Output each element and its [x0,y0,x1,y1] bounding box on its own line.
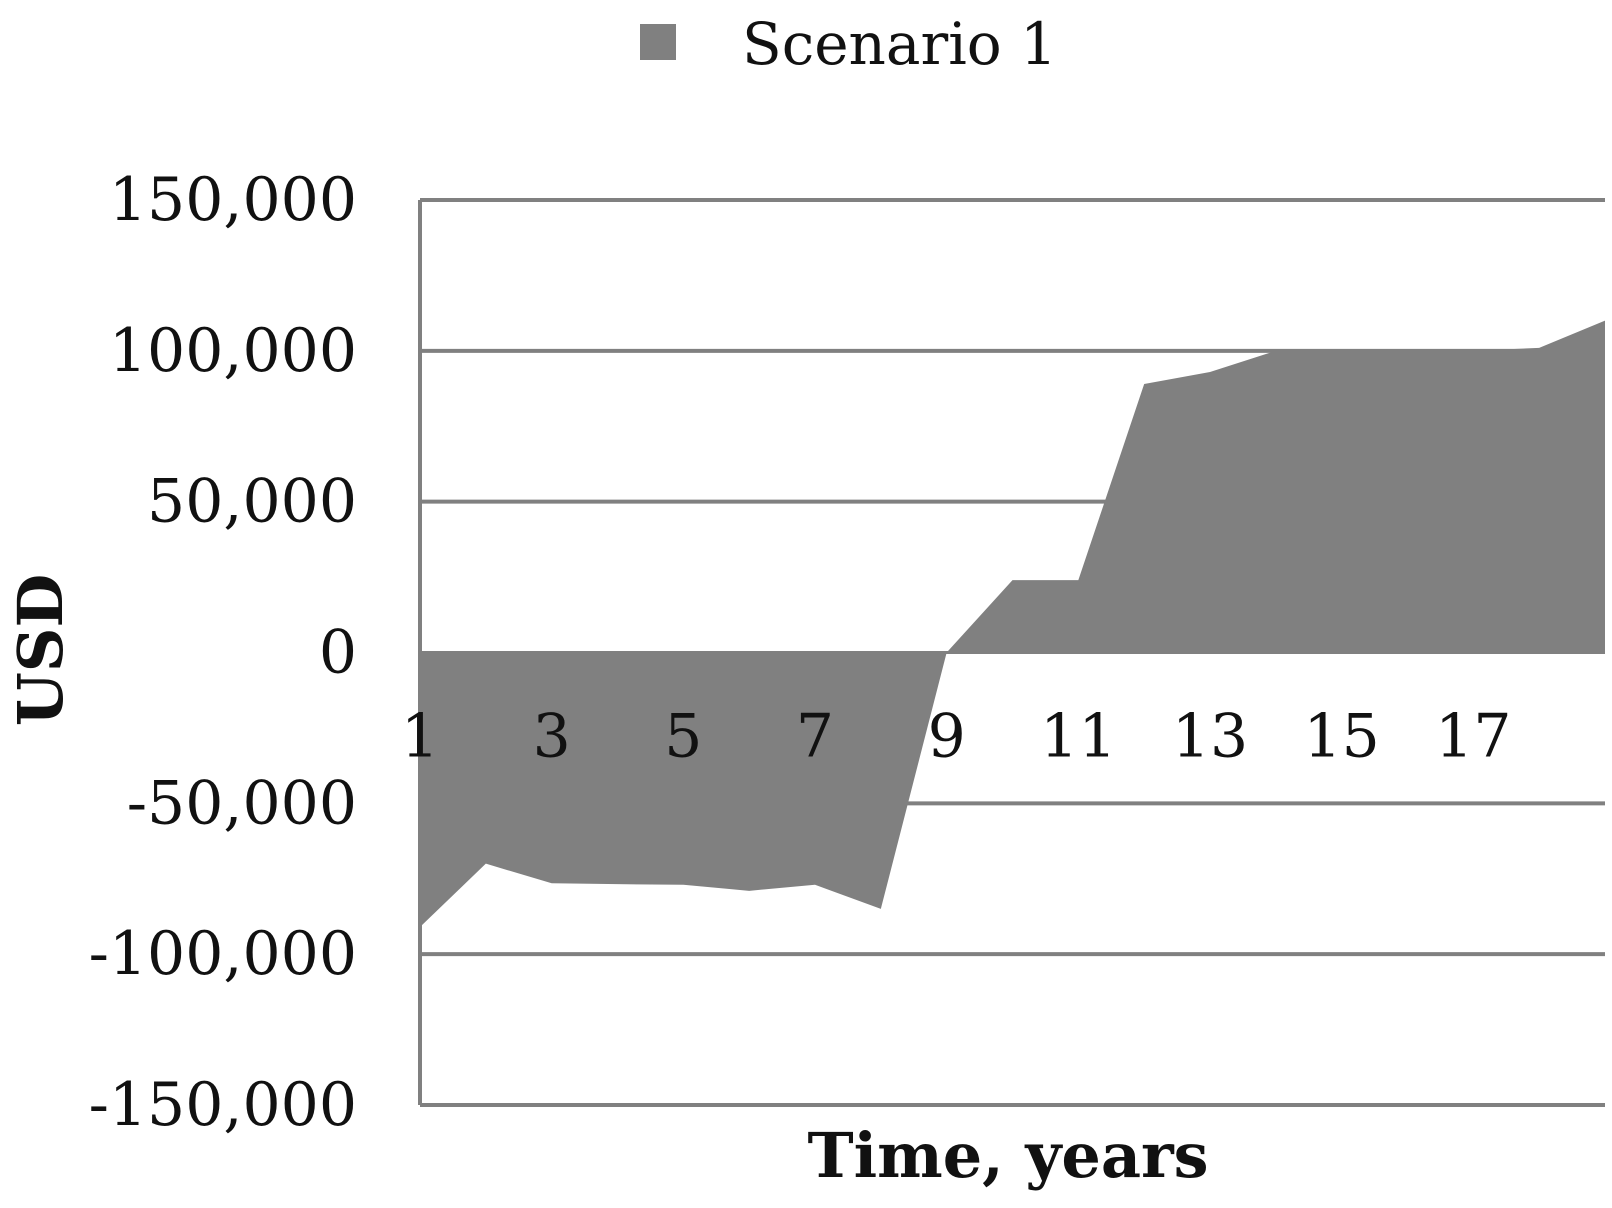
y-tick-label: 100,000 [109,316,357,386]
x-tick-label: 9 [928,702,966,772]
y-tick-label: 150,000 [109,165,357,235]
x-tick-label: 5 [664,702,702,772]
y-tick-label: -150,000 [89,1070,357,1140]
legend: Scenario 1 [640,10,1057,78]
x-tick-label: 7 [796,702,834,772]
x-tick-label: 1 [401,702,439,772]
area-series [420,320,1605,928]
x-axis-title: Time, years [807,1119,1208,1192]
y-tick-label: -100,000 [89,919,357,989]
x-tick-label: 13 [1172,702,1248,772]
area-scenario-1 [420,320,1605,928]
legend-swatch-scenario-1 [640,24,676,60]
x-tick-labels: 1 3 5 7 9 11 13 15 17 [401,702,1512,772]
legend-label-scenario-1: Scenario 1 [742,10,1057,78]
y-tick-label: -50,000 [127,768,357,838]
x-tick-label: 3 [533,702,571,772]
y-tick-label: 50,000 [147,467,357,537]
x-tick-label: 11 [1040,702,1116,772]
y-axis-title: USD [4,574,77,727]
y-tick-labels: 150,000 100,000 50,000 0 -50,000 -100,000 -150… [89,165,357,1140]
axes [418,200,1605,1105]
x-tick-label: 15 [1303,702,1379,772]
y-tick-label: 0 [319,618,357,688]
x-tick-label: 17 [1435,702,1511,772]
